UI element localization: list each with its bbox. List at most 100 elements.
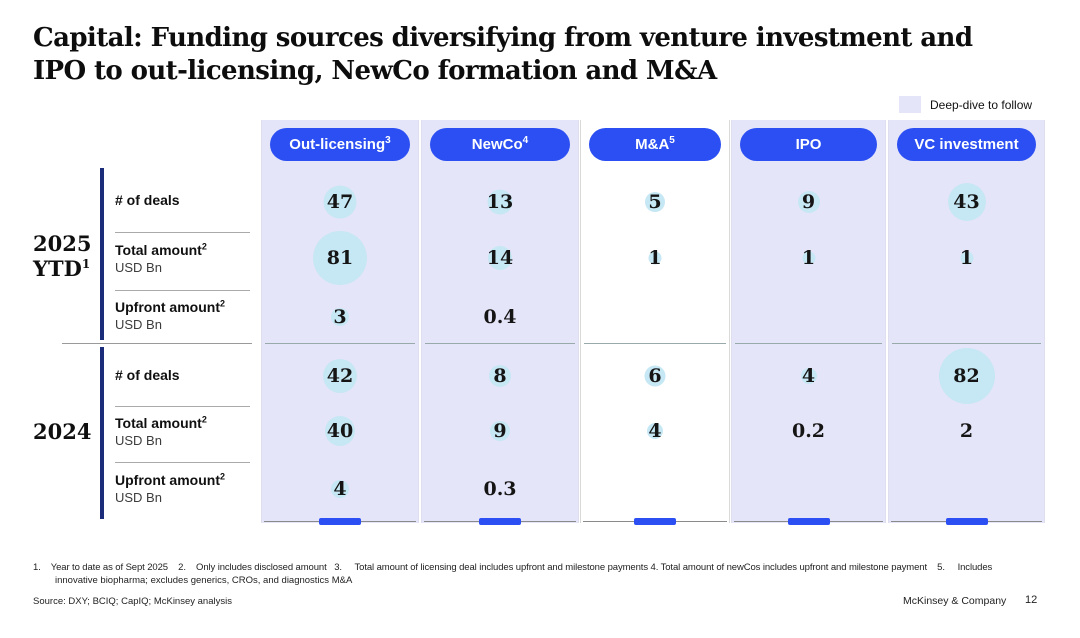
value-cell-ma-row3: 6 (581, 356, 729, 396)
value-bubble (489, 365, 511, 387)
year-divider-line (265, 343, 415, 344)
value-bubble (947, 183, 986, 221)
value-text: 9 (801, 191, 816, 213)
value-cell-newco-row5: 0.3 (422, 469, 578, 509)
value-cell-ipo-row5 (732, 469, 885, 509)
value-bubble (938, 348, 995, 404)
value-cell-vc-investment-row4: 2 (889, 411, 1044, 451)
value-text: 1 (959, 247, 974, 269)
value-text: 1 (648, 247, 662, 269)
year-label-2024: 2024 (33, 419, 91, 444)
year-group-divider-line (62, 343, 252, 344)
value-cell-ipo-row3: 4 (732, 356, 885, 396)
deep-dive-swatch (899, 96, 921, 113)
value-cell-ipo-row4: 0.2 (732, 411, 885, 451)
deep-dive-label: Deep-dive to follow (930, 97, 1033, 112)
column-bottom-marker (319, 518, 361, 525)
value-cell-out-licensing-row5: 4 (262, 469, 418, 509)
value-text: 4 (333, 478, 347, 500)
footnotes-line1: 1. Year to date as of Sept 2025 2. Only … (33, 562, 993, 573)
row-unit: USD Bn (115, 317, 162, 332)
column-newco: NewCo4 13 14 0.4 8 9 0.3 (421, 120, 579, 525)
column-header-pill-out-licensing: Out-licensing3 (270, 128, 410, 161)
column-header-pill-vc-investment: VC investment (897, 128, 1036, 161)
value-cell-vc-investment-row1: 1 (889, 238, 1044, 278)
value-cell-out-licensing-row0: 47 (262, 182, 418, 222)
column-ipo: IPO 9 1 4 0.2 (731, 120, 886, 525)
value-bubble (800, 368, 817, 384)
value-text: 0.4 (483, 306, 517, 328)
column-header-pill-ma: M&A5 (589, 128, 721, 161)
value-text: 2 (959, 420, 974, 442)
row-divider (115, 406, 250, 407)
value-text: 8 (493, 365, 507, 387)
value-cell-vc-investment-row2 (889, 297, 1044, 337)
footer-brand: McKinsey & Company (903, 595, 1007, 607)
value-bubble (648, 251, 662, 265)
value-cell-newco-row1: 14 (422, 238, 578, 278)
value-cell-vc-investment-row3: 82 (889, 348, 1044, 404)
year-2025-text: 2025 (33, 231, 92, 256)
value-text: 4 (648, 420, 662, 442)
column-header-pill-ipo: IPO (740, 128, 877, 161)
value-bubble (323, 359, 357, 393)
footnotes-line2: innovative biopharma; excludes generics,… (55, 575, 353, 586)
value-bubble (960, 251, 973, 265)
deep-dive-legend: Deep-dive to follow (899, 96, 1032, 113)
value-cell-ipo-row0: 9 (732, 182, 885, 222)
value-text: 0.3 (483, 478, 517, 500)
column-bottom-marker (634, 518, 676, 525)
column-bottom-marker (945, 518, 988, 525)
value-bubble (313, 231, 367, 285)
value-cell-ma-row1: 1 (581, 238, 729, 278)
value-text: 9 (493, 420, 507, 442)
value-bubble (644, 365, 666, 387)
value-cell-out-licensing-row1: 81 (262, 231, 418, 285)
column-bottom-marker (479, 518, 521, 525)
source-line: Source: DXY; BCIQ; CapIQ; McKinsey analy… (33, 596, 232, 607)
value-cell-vc-investment-row5 (889, 469, 1044, 509)
value-text: 1 (801, 247, 816, 269)
value-bubble (331, 308, 349, 326)
year-divider-line (584, 343, 726, 344)
row-divider (115, 232, 250, 233)
row-divider (115, 462, 250, 463)
value-cell-ma-row2 (581, 297, 729, 337)
value-cell-newco-row4: 9 (422, 411, 578, 451)
value-text: 6 (648, 365, 662, 387)
value-bubble (802, 251, 815, 265)
value-bubble (645, 192, 665, 212)
value-text: 14 (486, 247, 514, 269)
value-text: 5 (648, 191, 662, 213)
value-bubble (325, 416, 355, 446)
page-title-line2: IPO to out-licensing, NewCo formation an… (33, 56, 717, 86)
value-cell-newco-row3: 8 (422, 356, 578, 396)
row-label-deals-2024: # of deals (115, 367, 180, 383)
value-bubble (797, 191, 820, 213)
value-cell-out-licensing-row2: 3 (262, 297, 418, 337)
value-text: 47 (326, 191, 354, 213)
page-number: 12 (1025, 594, 1038, 606)
value-text: 81 (326, 247, 354, 269)
year-2025-accent-bar (100, 168, 104, 340)
column-bottom-marker (787, 518, 830, 525)
column-header-pill-newco: NewCo4 (430, 128, 570, 161)
row-label-upfront-2024: Upfront amount2 USD Bn (115, 472, 255, 506)
value-cell-ma-row5 (581, 469, 729, 509)
value-text: 43 (953, 191, 980, 213)
value-bubble (488, 246, 512, 270)
value-bubble (490, 421, 510, 441)
column-out-licensing: Out-licensing3 47 81 3 42 40 4 (261, 120, 419, 525)
value-cell-out-licensing-row3: 42 (262, 356, 418, 396)
value-bubble (323, 185, 357, 219)
year-label-2025-ytd: 2025 YTD1 (33, 231, 91, 281)
year-2025-ytd-text: YTD (33, 256, 82, 281)
row-label-total-2025: Total amount2 USD Bn (115, 242, 255, 276)
value-text: 4 (801, 365, 816, 387)
value-text: 42 (326, 365, 354, 387)
value-cell-ipo-row2 (732, 297, 885, 337)
value-cell-out-licensing-row4: 40 (262, 411, 418, 451)
page-title-line1: Capital: Funding sources diversifying fr… (33, 23, 973, 53)
value-text: 3 (333, 306, 347, 328)
value-cell-vc-investment-row0: 43 (889, 182, 1044, 222)
